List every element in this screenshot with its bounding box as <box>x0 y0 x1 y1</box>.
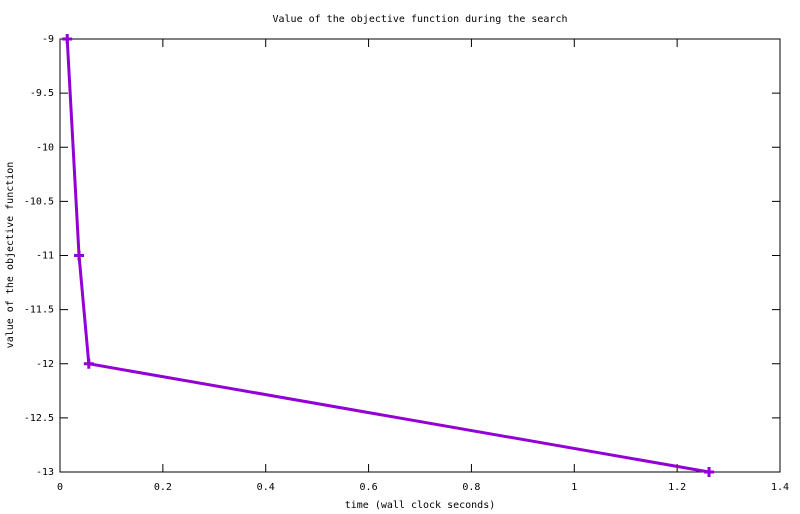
y-tick-label: -10 <box>36 142 54 153</box>
x-tick-label: 0.4 <box>257 482 275 493</box>
y-tick-label: -12.5 <box>24 413 54 424</box>
y-tick-label: -13 <box>36 467 54 478</box>
x-tick-label: 0.8 <box>462 482 480 493</box>
x-tick-label: 1.4 <box>771 482 789 493</box>
x-tick-label: 1.2 <box>668 482 686 493</box>
y-tick-label: -11.5 <box>24 305 54 316</box>
x-tick-label: 0.6 <box>360 482 378 493</box>
point-marker <box>83 358 94 369</box>
x-axis-label: time (wall clock seconds) <box>345 500 496 511</box>
plot-frame <box>59 38 781 473</box>
y-tick-label: -9.5 <box>30 88 54 99</box>
x-tick-label: 0 <box>57 482 63 493</box>
y-tick-label: -10.5 <box>24 196 54 207</box>
y-axis-label: value of the objective function <box>5 162 16 349</box>
series-line <box>65 38 710 474</box>
y-tick-label: -11 <box>36 251 54 262</box>
x-tick-label: 0.2 <box>154 482 172 493</box>
y-tick-label: -12 <box>36 359 54 370</box>
point-marker <box>74 250 85 261</box>
point-marker <box>62 34 73 44</box>
point-marker <box>704 467 715 477</box>
x-tick-label: 1 <box>571 482 577 493</box>
y-tick-label: -9 <box>42 34 54 45</box>
chart-title: Value of the objective function during t… <box>272 14 567 25</box>
